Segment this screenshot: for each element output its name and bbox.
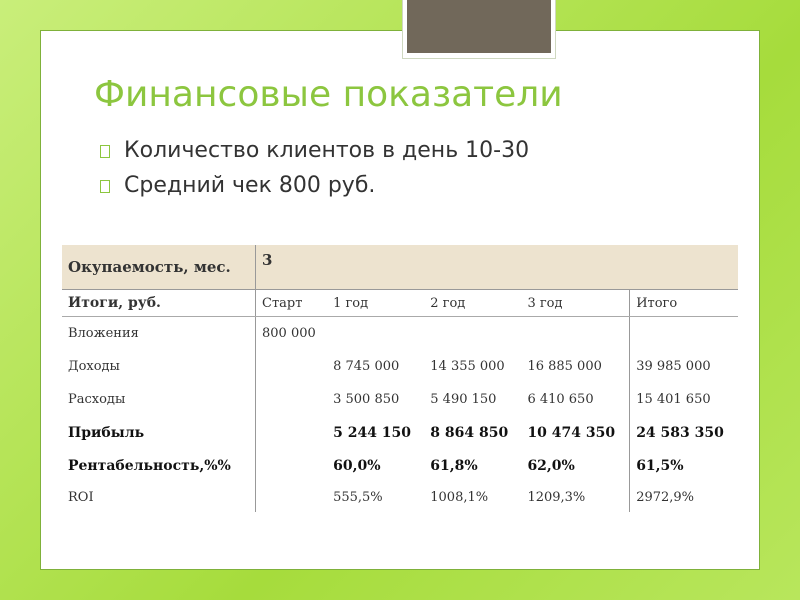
table-cell: 39 985 000: [629, 350, 738, 383]
table-cell: ROI: [62, 482, 256, 512]
payback-label: Окупаемость, мес.: [62, 245, 256, 290]
bullet-icon: [100, 144, 110, 158]
table-cell: [256, 350, 328, 383]
table-row: ROI 555,5% 1008,1% 1209,3% 2972,9%: [62, 482, 738, 512]
table-cell: 14 355 000: [430, 359, 505, 374]
table-cell: 2 год: [424, 289, 522, 317]
payback-value: 3: [255, 245, 738, 290]
table-cell: [256, 383, 328, 416]
table-cell: Вложения: [62, 316, 256, 350]
table-cell: [629, 316, 738, 350]
table-cell: 1 год: [327, 289, 425, 317]
bullet-text: Средний чек 800 руб.: [124, 173, 376, 198]
table-row: Доходы 8 745 000 14 355 000 16 885 000 39 98…: [62, 350, 738, 383]
table-cell: 61,5%: [629, 449, 738, 482]
slide-title: Финансовые показатели: [94, 74, 563, 115]
table-cell: 1209,3%: [527, 489, 586, 505]
table-cell: Итоги, руб.: [62, 289, 256, 317]
table-cell: Итого: [629, 289, 738, 317]
table-cell: 2972,9%: [629, 482, 738, 512]
table-cell: 24 583 350: [629, 416, 738, 449]
bullet-item: Средний чек 800 руб.: [100, 173, 375, 198]
table-cell: 15 401 650: [629, 383, 738, 416]
table-cell: [256, 482, 328, 512]
table-cell: Доходы: [62, 350, 256, 383]
table-row: Вложения 800 000: [62, 316, 738, 351]
table-cell: 5 244 150: [333, 424, 412, 441]
table-cell: 60,0%: [333, 457, 381, 474]
table-cell: 6 410 650: [527, 392, 594, 407]
table-row: Итоги, руб. Старт 1 год 2 год 3 год Итого: [62, 289, 738, 317]
table-cell: [256, 416, 328, 449]
table-cell: 3 год: [521, 289, 630, 317]
table-cell: 3 500 850: [333, 392, 400, 407]
table-cell: Прибыль: [62, 416, 256, 449]
table-cell: 10 474 350: [527, 424, 616, 441]
bullet-text: Количество клиентов в день 10-30: [124, 138, 530, 163]
table-cell: 8 864 850: [430, 424, 509, 441]
decorative-box: [402, 0, 556, 59]
bullet-icon: [100, 179, 110, 193]
table-cell: 16 885 000: [527, 359, 602, 374]
payback-row: Окупаемость, мес. 3: [62, 245, 738, 290]
table-cell: 1008,1%: [430, 489, 489, 505]
table-row: Прибыль 5 244 150 8 864 850 10 474 350 24 58…: [62, 416, 738, 449]
table-cell: 62,0%: [527, 457, 575, 474]
table-cell: [256, 449, 328, 482]
table-row: Рентабельность,%% 60,0% 61,8% 62,0% 61,5%: [62, 449, 738, 482]
table-row: Расходы 3 500 850 5 490 150 6 410 650 15 401…: [62, 383, 738, 416]
table-cell: 8 745 000: [333, 359, 400, 374]
table-cell: 5 490 150: [430, 392, 497, 407]
table-cell: 61,8%: [430, 457, 478, 474]
table-cell: [327, 317, 424, 351]
bullet-item: Количество клиентов в день 10-30: [100, 138, 529, 163]
table-cell: Старт: [255, 289, 328, 317]
table-cell: [521, 317, 629, 351]
table-cell: Рентабельность,%%: [62, 449, 256, 482]
table-cell: 555,5%: [333, 489, 383, 505]
table-cell: Расходы: [62, 383, 256, 416]
financial-table: Окупаемость, мес. 3 Итоги, руб. Старт 1 год…: [62, 245, 738, 512]
table-cell: 800 000: [262, 326, 316, 341]
table-cell: [424, 317, 521, 351]
